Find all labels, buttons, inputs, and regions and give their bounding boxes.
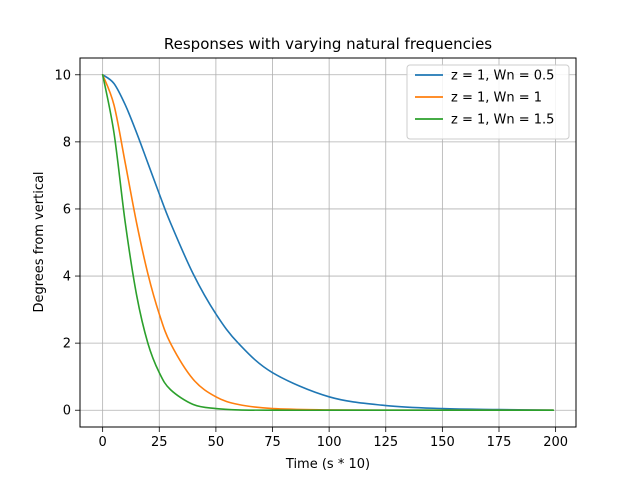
chart-title: Responses with varying natural frequenci… xyxy=(164,35,492,53)
legend-label: z = 1, Wn = 1 xyxy=(451,91,542,106)
x-tick-label: 75 xyxy=(264,435,281,450)
y-tick-label: 4 xyxy=(63,270,71,285)
x-tick-label: 50 xyxy=(208,435,225,450)
y-tick-label: 0 xyxy=(63,404,71,419)
legend-label: z = 1, Wn = 0.5 xyxy=(451,69,554,84)
x-tick-label: 125 xyxy=(373,435,398,450)
x-tick-label: 25 xyxy=(151,435,168,450)
y-axis: 0 2 4 6 8 10 xyxy=(54,68,80,419)
y-tick-label: 2 xyxy=(63,337,71,352)
legend-label: z = 1, Wn = 1.5 xyxy=(451,113,554,128)
x-tick-label: 200 xyxy=(543,435,568,450)
y-tick-label: 6 xyxy=(63,202,71,217)
legend: z = 1, Wn = 0.5 z = 1, Wn = 1 z = 1, Wn = … xyxy=(406,64,570,140)
x-tick-label: 100 xyxy=(317,435,342,450)
series-line-1 xyxy=(101,73,555,412)
x-tick-label: 175 xyxy=(487,435,512,450)
x-tick-label: 0 xyxy=(99,435,107,450)
x-tick-label: 150 xyxy=(430,435,455,450)
y-tick-label: 8 xyxy=(63,135,71,150)
x-axis: 0 25 50 75 100 125 150 175 200 xyxy=(99,427,568,450)
x-axis-label: Time (s * 10) xyxy=(285,457,370,472)
series-line-3 xyxy=(101,73,555,412)
legend-box xyxy=(406,64,570,140)
series-layer xyxy=(101,73,555,412)
y-axis-label: Degrees from vertical xyxy=(32,171,47,312)
y-tick-label: 10 xyxy=(54,68,71,83)
plot-area-frame xyxy=(79,57,577,428)
